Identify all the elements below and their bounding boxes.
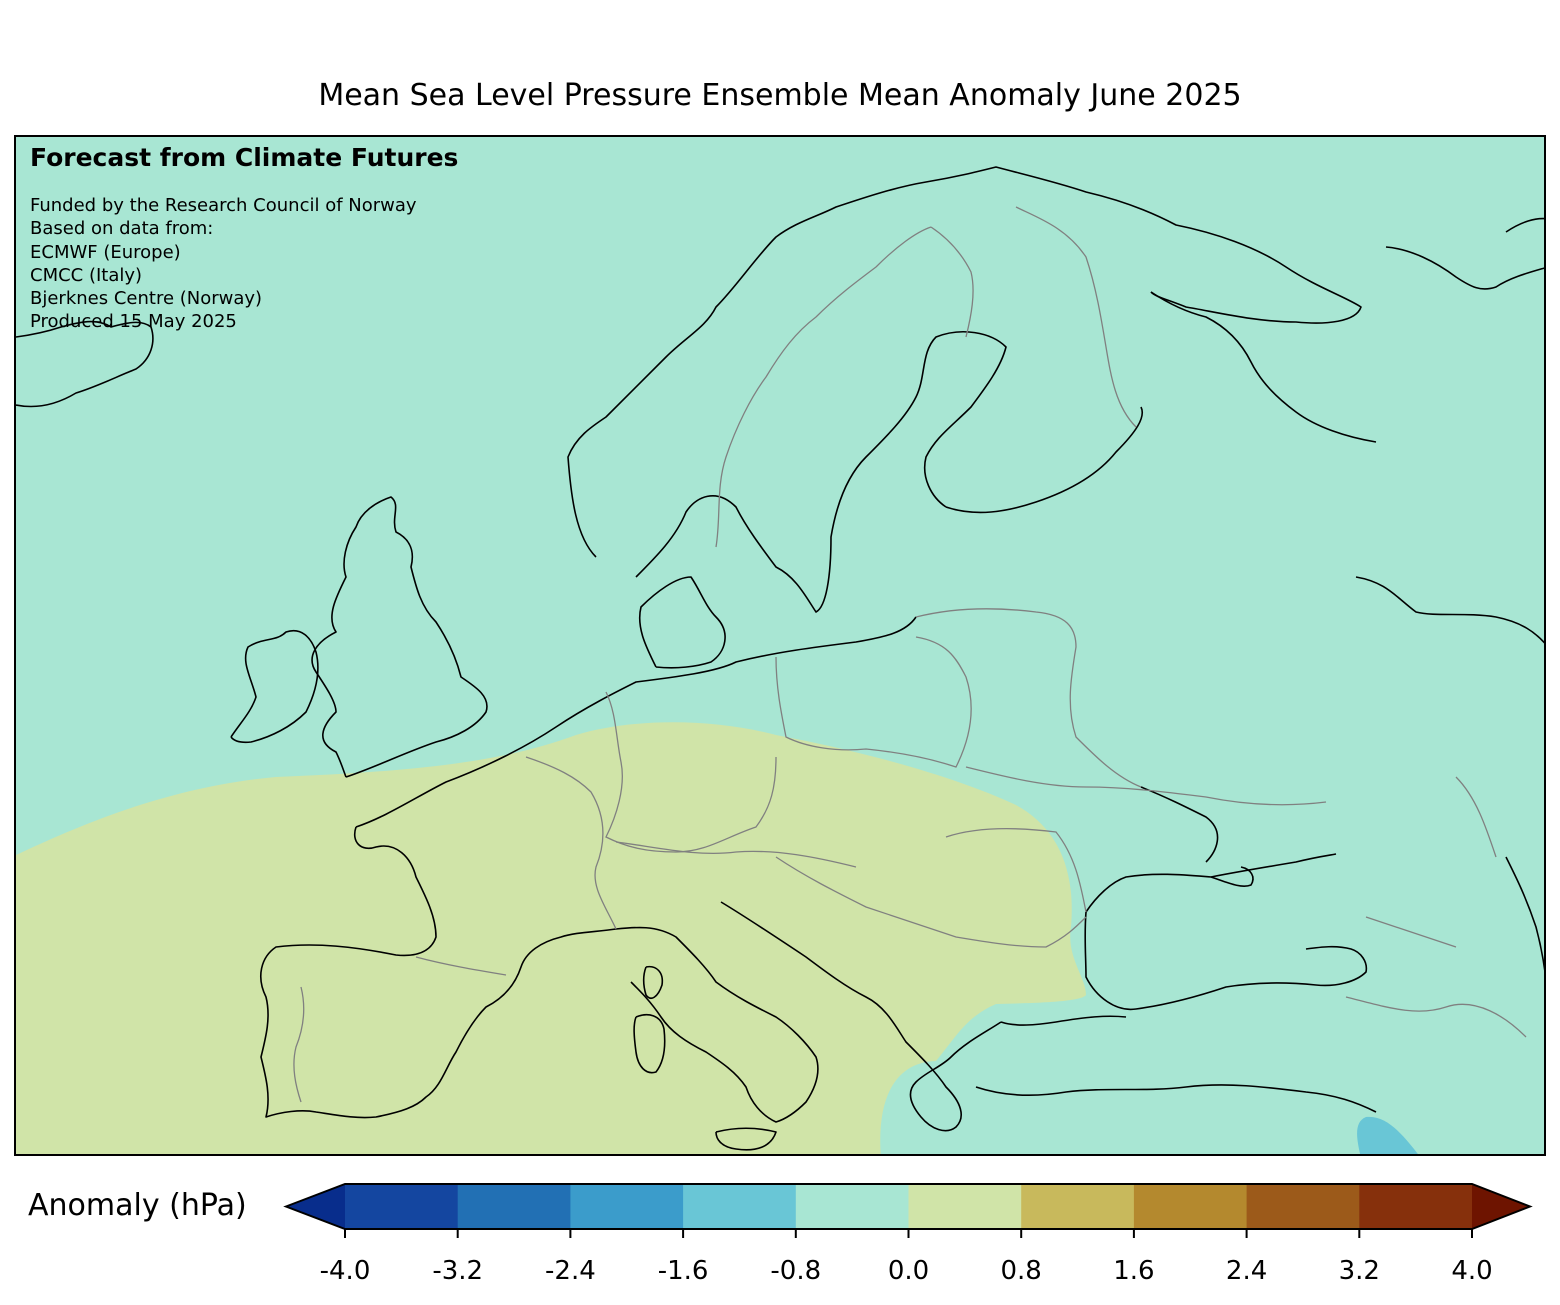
- coastline-azov: [1140, 786, 1219, 863]
- border-france: [525, 756, 617, 930]
- colorbar-under-arrow: [286, 1184, 345, 1229]
- colorbar-tick-label: -0.8: [770, 1256, 822, 1286]
- colorbar-tick-label: -1.6: [657, 1256, 709, 1286]
- border-ukraine: [965, 766, 1327, 806]
- coastline-balkans: [720, 901, 1002, 1132]
- coastline-ireland: [230, 630, 319, 744]
- border-portugal: [293, 986, 305, 1103]
- info-heading: Forecast from Climate Futures: [30, 143, 459, 172]
- border-baltics: [915, 608, 1142, 788]
- border-russia-east: [1365, 776, 1497, 948]
- colorbar-tick-label: -4.0: [319, 1256, 371, 1286]
- colorbar-bin: [1133, 1184, 1248, 1229]
- coastline-great-britain: [311, 496, 488, 778]
- colorbar-bin: [683, 1184, 797, 1229]
- border-alps: [615, 841, 857, 868]
- coastline-crimea: [1210, 866, 1254, 887]
- coastline-norway: [567, 166, 1362, 558]
- colorbar-tick-label: 0.0: [887, 1256, 930, 1286]
- info-line: Based on data from:: [30, 218, 214, 240]
- colorbar-bin: [1246, 1184, 1360, 1229]
- colorbar-tick-label: -3.2: [432, 1256, 484, 1286]
- border-poland: [775, 636, 972, 768]
- map-canvas: [16, 137, 1544, 1154]
- map-frame: [14, 135, 1546, 1156]
- coastline-corsica: [642, 965, 664, 999]
- info-lines: Funded by the Research Council of Norway…: [30, 194, 417, 334]
- border-finland-russia: [1015, 206, 1137, 428]
- negative-anomaly-patch: [1357, 1116, 1418, 1154]
- coastline-sardinia: [633, 1013, 666, 1074]
- coastline-denmark: [638, 576, 726, 669]
- map-title: Mean Sea Level Pressure Ensemble Mean An…: [318, 78, 1242, 113]
- coastline-white-sea: [1150, 291, 1377, 443]
- colorbar-bin: [1021, 1184, 1135, 1229]
- colorbar-bin: [457, 1184, 571, 1229]
- info-line: Produced 15 May 2025: [30, 311, 237, 333]
- border-norway-sweden: [715, 226, 932, 548]
- colorbar-bin: [908, 1184, 1022, 1229]
- coastline-caspian: [1505, 856, 1544, 971]
- colorbar-bin: [345, 1184, 459, 1229]
- info-line: ECMWF (Europe): [30, 241, 181, 263]
- info-line: Funded by the Research Council of Norway: [30, 195, 417, 216]
- coastline-turkey: [975, 1015, 1377, 1113]
- info-line: Bjerknes Centre (Norway): [30, 288, 263, 310]
- colorbar: [283, 1183, 1533, 1238]
- coastline-italy: [615, 926, 819, 1123]
- border-spain-france: [415, 956, 507, 976]
- colorbar-tick-label: 0.8: [1000, 1256, 1042, 1286]
- coastline-finland: [945, 406, 1143, 514]
- coastline-sicily: [715, 1127, 777, 1151]
- coastline-iceland: [16, 320, 154, 408]
- coastlines: [16, 166, 1544, 1151]
- border-balkans: [775, 856, 1087, 948]
- colorbar-tick-label: -2.4: [545, 1256, 596, 1286]
- coastline-north-continent: [355, 616, 917, 828]
- colorbar-tick-label: 1.6: [1113, 1256, 1155, 1286]
- coastline-top-right: [1385, 217, 1544, 290]
- positive-anomaly-region: [16, 722, 1086, 1154]
- borders: [293, 206, 1527, 1103]
- border-germany: [605, 691, 777, 853]
- colorbar-bin: [795, 1184, 909, 1229]
- colorbar-over-arrow: [1472, 1184, 1530, 1229]
- info-line: CMCC (Italy): [30, 264, 143, 286]
- coastline-sweden: [635, 331, 1007, 613]
- coastline-east-river: [1355, 576, 1544, 644]
- coastline-france-iberia: [260, 826, 617, 1119]
- colorbar-tick-label: 2.4: [1225, 1256, 1268, 1286]
- border-turkey-east: [1345, 996, 1527, 1038]
- colorbar-tick-label: 4.0: [1451, 1256, 1493, 1286]
- colorbar-bin: [1359, 1184, 1473, 1229]
- colorbar-label: Anomaly (hPa): [28, 1188, 247, 1223]
- colorbar-bin: [570, 1184, 684, 1229]
- colorbar-tick-label: 3.2: [1338, 1256, 1380, 1286]
- border-romania: [945, 828, 1087, 913]
- border-sweden-finland: [930, 226, 974, 338]
